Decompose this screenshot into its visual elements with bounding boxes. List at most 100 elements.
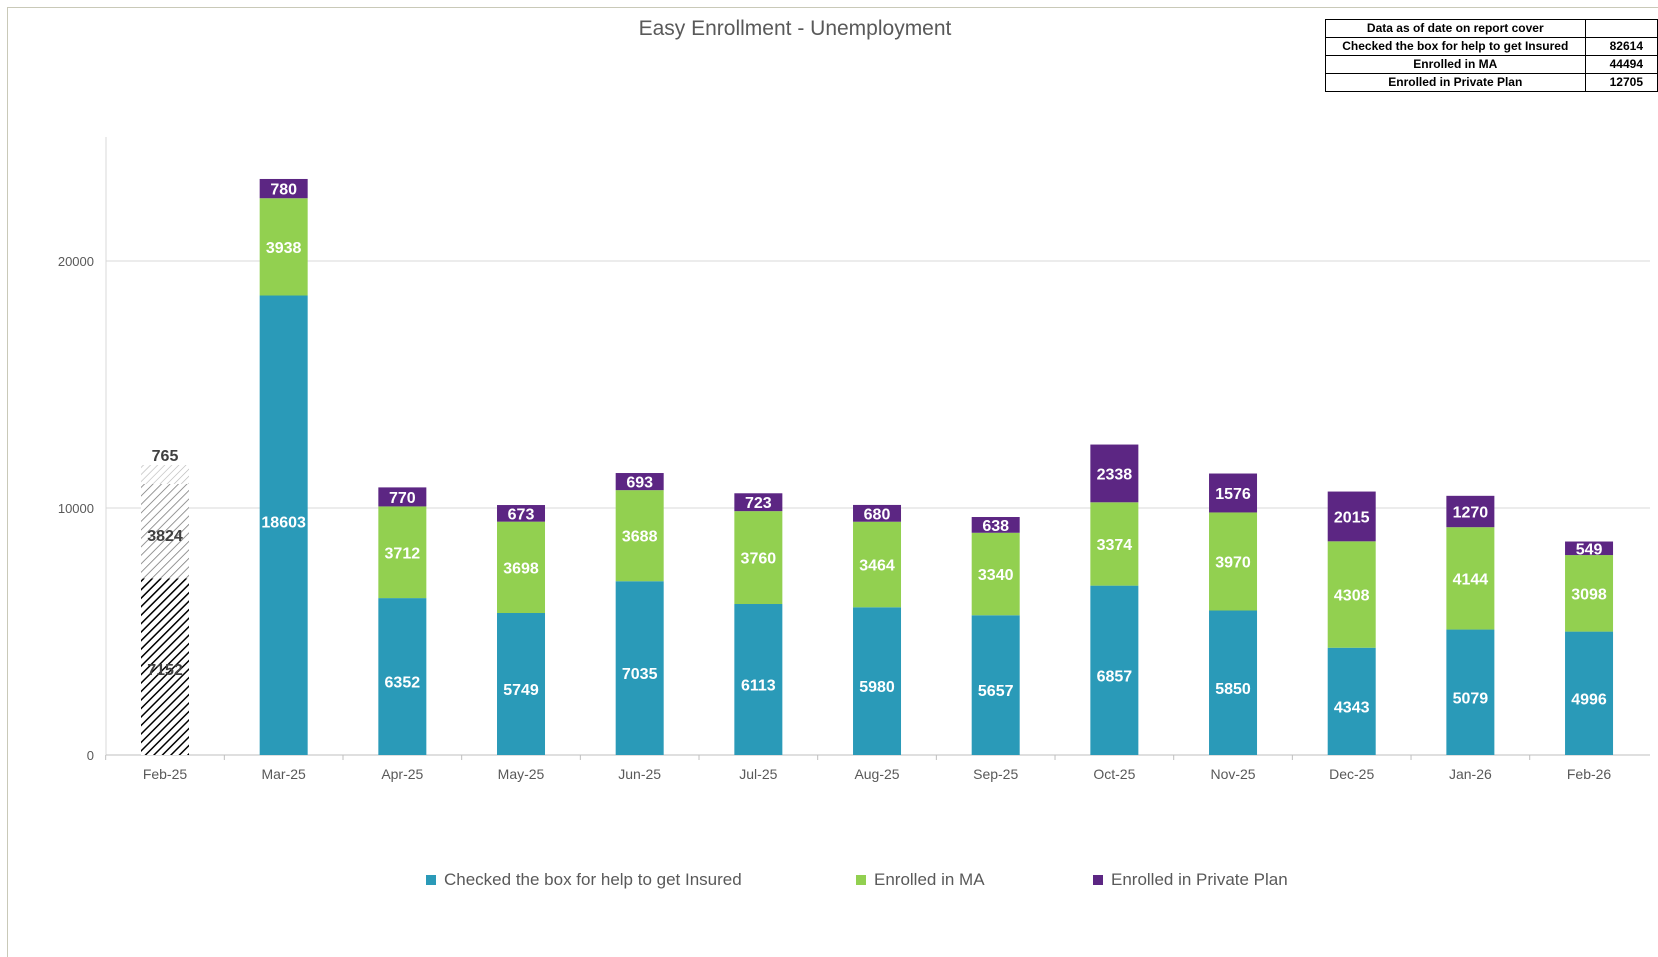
data-label: 3938 (266, 240, 302, 257)
bar-segment (1327, 647, 1376, 755)
y-tick-label: 0 (87, 748, 94, 763)
data-label: 693 (626, 475, 653, 492)
bar-segment (1446, 527, 1495, 630)
data-label: 6857 (1097, 668, 1133, 685)
data-label: 673 (508, 506, 535, 523)
data-label: 3698 (503, 560, 539, 577)
data-label: 7035 (622, 666, 658, 683)
data-label: 5657 (978, 683, 1014, 700)
bar-segment (1090, 585, 1139, 755)
bar-segment (497, 505, 546, 522)
data-label: 5850 (1215, 681, 1251, 698)
y-tick-label: 20000 (58, 254, 94, 269)
data-label: 1576 (1215, 486, 1251, 503)
bar-segment (971, 517, 1020, 533)
data-label: 5980 (859, 679, 895, 696)
bars (141, 178, 1614, 755)
bar-segment (1327, 541, 1376, 648)
data-label: 5079 (1453, 690, 1489, 707)
x-tick-label: Oct-25 (1093, 766, 1135, 782)
data-label: 549 (1576, 541, 1603, 558)
legend-item-ma: Enrolled in MA (856, 870, 985, 890)
data-label: 2015 (1334, 509, 1370, 526)
data-label: 4996 (1571, 691, 1607, 708)
legend-item-private: Enrolled in Private Plan (1093, 870, 1288, 890)
summary-header-row: Data as of date on report cover (1325, 19, 1658, 38)
data-label: 1270 (1453, 505, 1489, 522)
x-tick-label: May-25 (498, 766, 545, 782)
bar-segment (853, 521, 902, 608)
data-label: 770 (389, 490, 416, 507)
bar-segment (259, 178, 308, 199)
x-tick-label: Nov-25 (1210, 766, 1255, 782)
data-label: 6113 (741, 678, 776, 695)
data-labels: 7152 3824 765 18603 3938 780 6352 3712 770 5749 36… (147, 182, 1607, 717)
summary-row-value: 12705 (1584, 73, 1658, 92)
bar-segment (259, 295, 308, 755)
x-tick-label: Feb-25 (143, 766, 188, 782)
data-label: 3098 (1571, 586, 1607, 603)
bar-segment (378, 506, 427, 599)
bar-segment (141, 578, 189, 755)
bar-segment (1565, 631, 1614, 755)
bar-segment (853, 607, 902, 755)
data-label: 7152 (147, 662, 183, 679)
bar-segment (734, 511, 783, 605)
data-label: 723 (745, 495, 772, 512)
gridlines (106, 260, 1650, 509)
bar-segment (378, 598, 427, 755)
bar-segment (971, 532, 1020, 616)
x-tick-label: Jul-25 (739, 766, 777, 782)
x-tick-label: Jun-25 (618, 766, 661, 782)
bar-segment (1565, 555, 1614, 632)
data-label: 3712 (385, 545, 421, 562)
bar-segment (615, 473, 664, 491)
chart-title: Easy Enrollment - Unemployment (638, 17, 952, 40)
data-label: 3464 (859, 558, 895, 575)
bar-segment (1327, 491, 1376, 542)
summary-table: Data as of date on report cover Checked … (1325, 19, 1658, 92)
x-tick-label: Aug-25 (854, 766, 899, 782)
bar-segment (497, 521, 546, 613)
legend-swatch-ma (856, 875, 866, 885)
data-label: 765 (152, 448, 179, 465)
bar-segment (1209, 512, 1258, 611)
legend-swatch-private (1093, 875, 1103, 885)
summary-row-value: 44494 (1584, 55, 1658, 74)
bar-segment (1446, 629, 1495, 755)
data-label: 18603 (261, 515, 306, 532)
data-label: 3824 (147, 528, 183, 545)
legend-label-checked: Checked the box for help to get Insured (444, 870, 742, 889)
bar-segment (1446, 495, 1495, 528)
x-tick-label: Feb-26 (1567, 766, 1612, 782)
bar-segment (378, 487, 427, 507)
legend-swatch-checked (426, 875, 436, 885)
x-tick-label: Apr-25 (381, 766, 423, 782)
data-label: 638 (982, 518, 1009, 535)
bar-segment (971, 615, 1020, 755)
data-label: 4308 (1334, 588, 1370, 605)
data-label: 6352 (385, 675, 421, 692)
data-label: 780 (270, 182, 297, 199)
bar-segment (1090, 444, 1139, 503)
bar-segment (734, 493, 783, 512)
bar-segment (615, 581, 664, 755)
bar-segment (853, 504, 902, 522)
bar-segment (259, 198, 308, 296)
summary-row-value: 82614 (1584, 37, 1658, 56)
summary-row-label: Enrolled in Private Plan (1325, 73, 1586, 92)
x-tick-label: Jan-26 (1449, 766, 1492, 782)
data-label: 5749 (503, 682, 539, 699)
bar-segment (141, 464, 189, 484)
data-label: 680 (864, 506, 891, 523)
chart-frame (7, 7, 1658, 957)
data-label: 3688 (622, 529, 658, 546)
legend: Checked the box for help to get Insured … (0, 870, 1658, 894)
bar-segment (141, 483, 189, 579)
legend-label-ma: Enrolled in MA (874, 870, 985, 889)
data-label: 3970 (1215, 554, 1251, 571)
bar-segment (1090, 502, 1139, 586)
data-label: 3340 (978, 567, 1014, 584)
summary-row: Enrolled in Private Plan 12705 (1325, 73, 1658, 92)
